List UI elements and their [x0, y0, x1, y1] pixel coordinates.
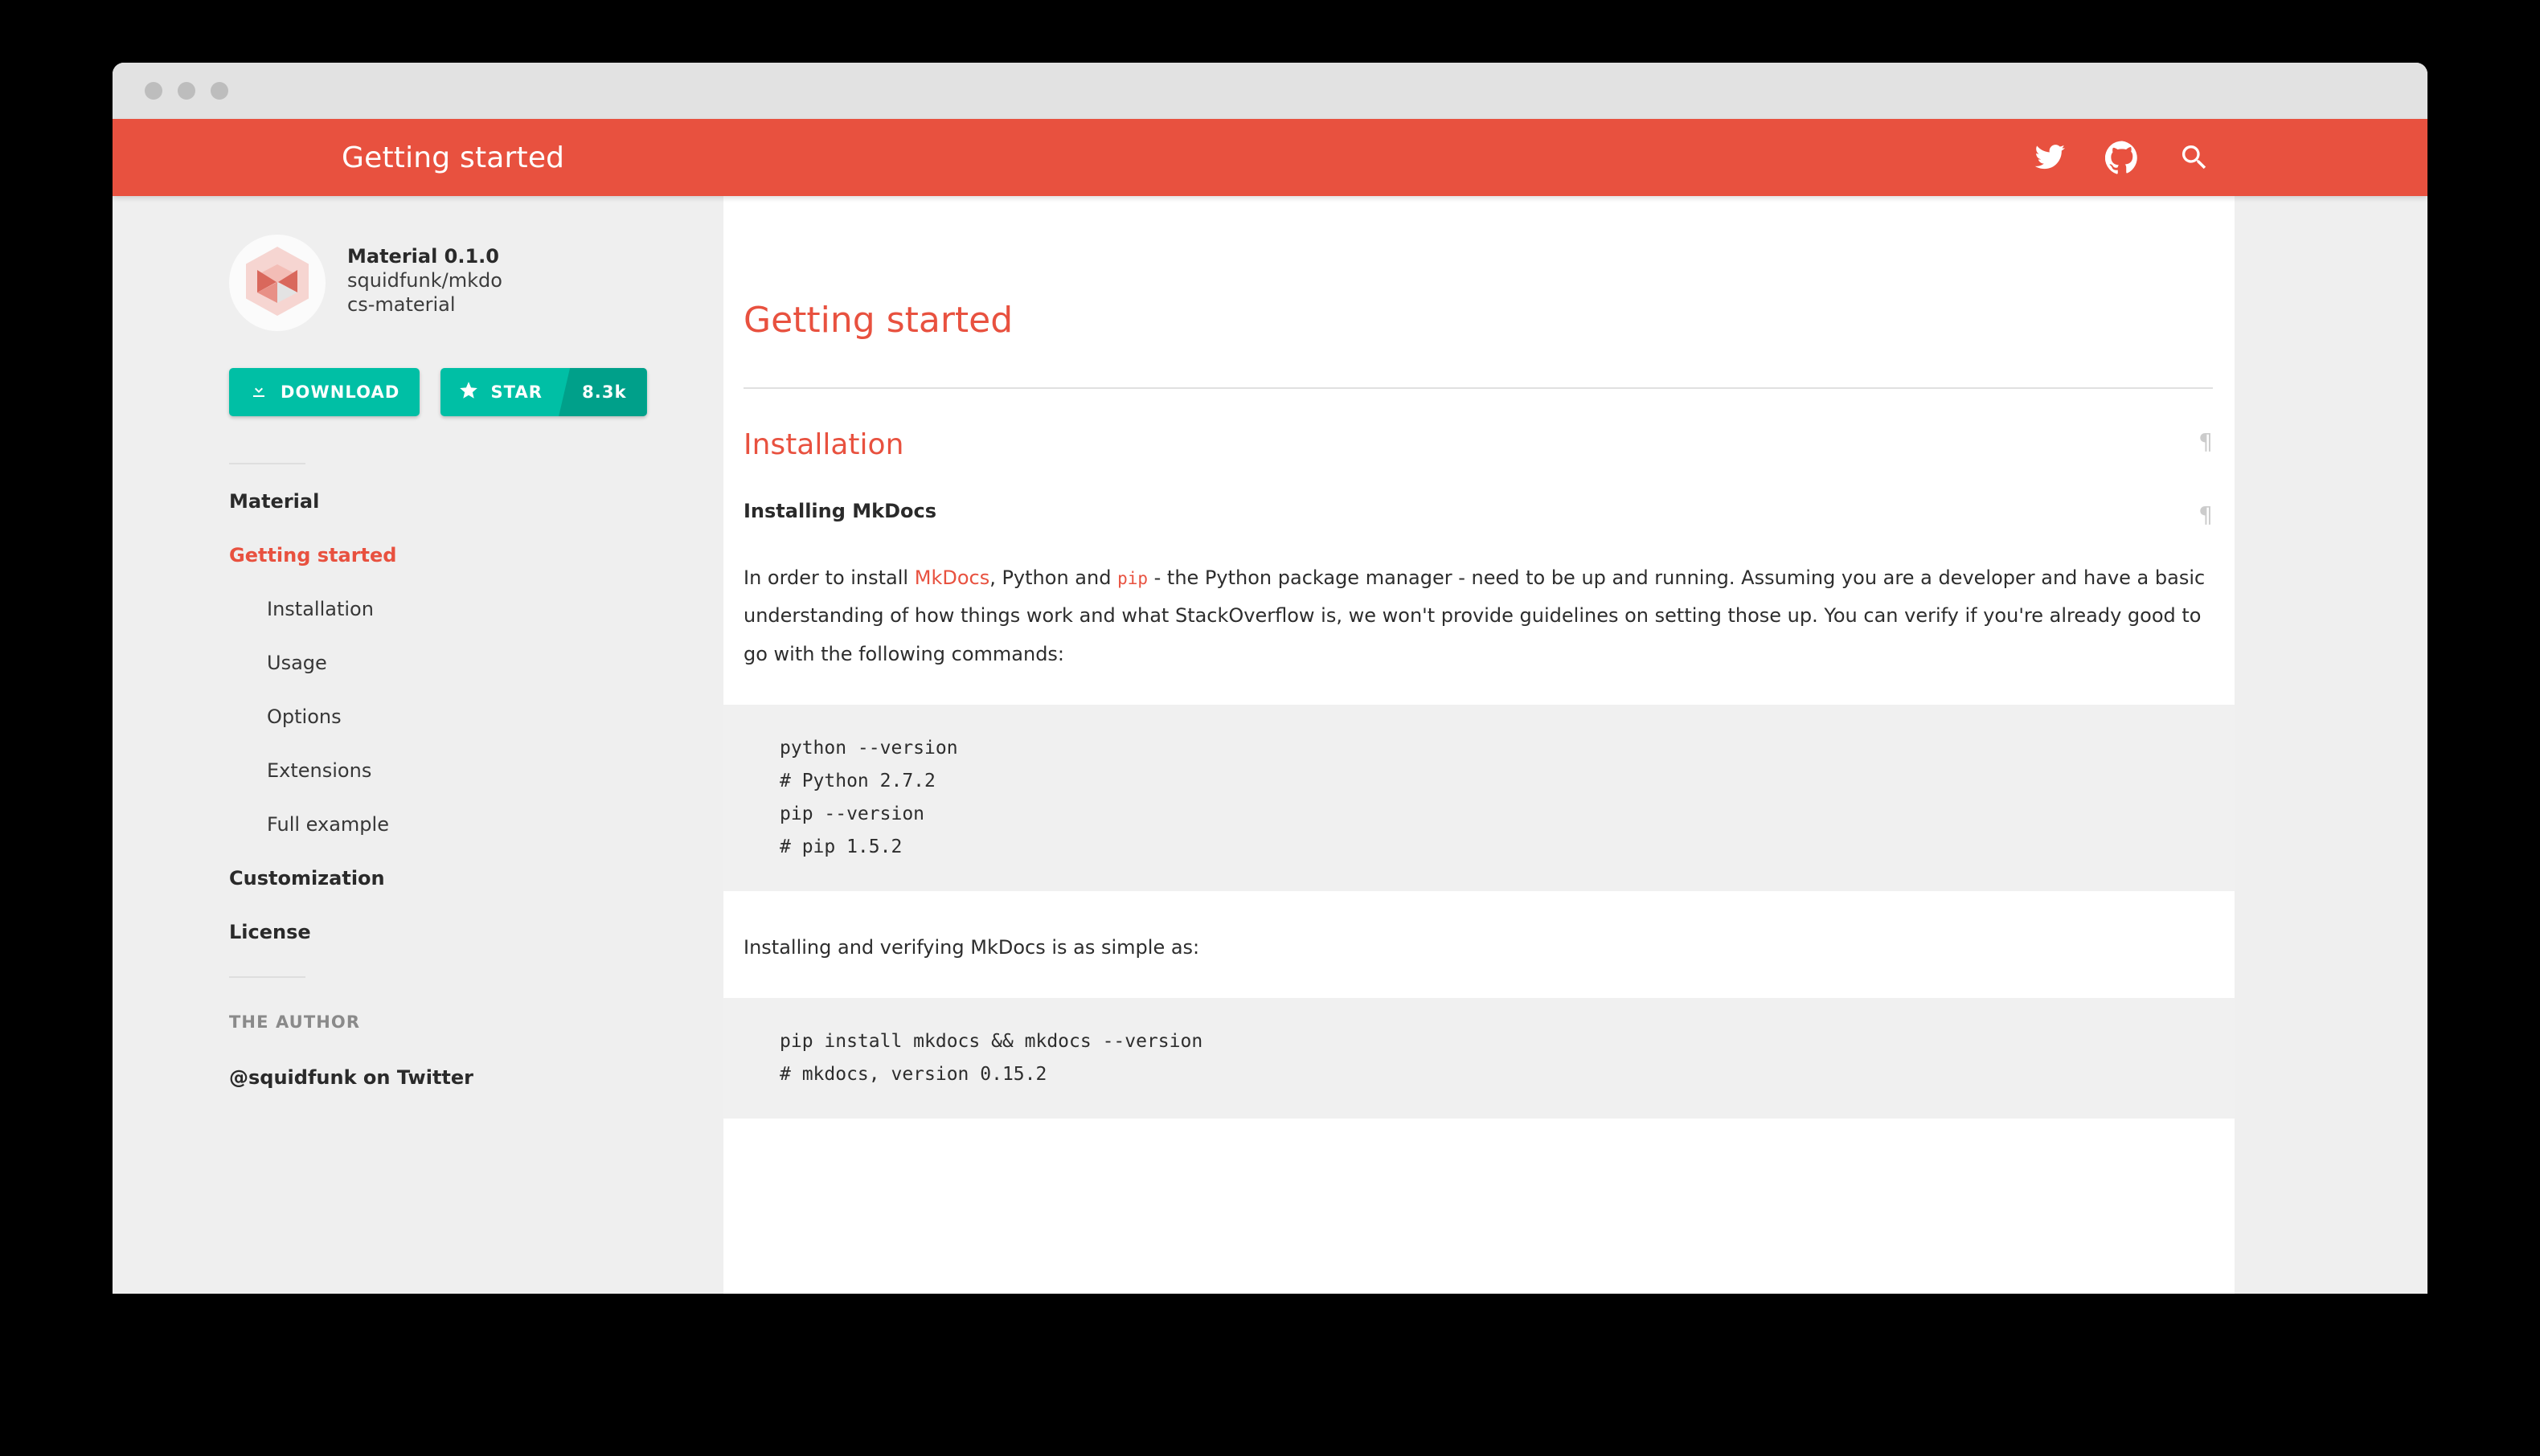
sidebar-item-license[interactable]: License: [229, 921, 311, 943]
sidebar-item-customization[interactable]: Customization: [229, 867, 385, 890]
paragraph-text-part1: In order to install: [744, 566, 915, 589]
sidebar-item-getting-started[interactable]: Getting started: [229, 544, 397, 566]
sidebar-divider-bottom: [229, 976, 305, 978]
sidebar-item-material[interactable]: Material: [229, 490, 320, 513]
content-page-heading: Getting started: [744, 300, 1014, 341]
download-icon: [249, 381, 268, 404]
installation-heading: Installation: [744, 428, 904, 461]
sidebar-item-full-example[interactable]: Full example: [267, 813, 389, 836]
author-section-label: THE AUTHOR: [229, 1012, 361, 1032]
code-block-version-check: python --version # Python 2.7.2 pip --ve…: [723, 704, 2235, 891]
search-icon[interactable]: [2177, 140, 2212, 175]
installing-mkdocs-heading: Installing MkDocs: [744, 500, 937, 522]
sidebar-item-installation[interactable]: Installation: [267, 598, 374, 620]
app-body: Material 0.1.0 squidfunk/mkdocs-material…: [113, 196, 2427, 1294]
sidebar-item-extensions[interactable]: Extensions: [267, 759, 372, 782]
pilcrow-anchor-icon[interactable]: ¶: [2198, 428, 2213, 455]
author-twitter-link[interactable]: @squidfunk on Twitter: [229, 1066, 474, 1089]
paragraph-text-part2: , Python and: [989, 566, 1118, 589]
sidebar-item-options[interactable]: Options: [267, 706, 342, 728]
app-header: Getting started: [113, 119, 2427, 196]
install-paragraph: Installing and verifying MkDocs is as si…: [744, 935, 1200, 959]
paragraph-text-part3: - the Python package manager - need to b…: [744, 566, 2206, 665]
installation-heading-row: Installation ¶: [723, 389, 2235, 460]
star-count-badge[interactable]: 8.3k: [559, 368, 647, 416]
twitter-icon[interactable]: [2032, 140, 2067, 175]
sidebar: Material 0.1.0 squidfunk/mkdocs-material…: [113, 196, 723, 1294]
project-name: Material 0.1.0: [347, 245, 499, 268]
window-maximize-button[interactable]: [211, 82, 228, 100]
content-wrap: Getting started Installation ¶ Installin…: [723, 196, 2427, 1294]
right-gutter: [2235, 196, 2427, 1294]
github-icon[interactable]: [2104, 140, 2140, 175]
installing-mkdocs-heading-row: Installing MkDocs ¶: [723, 460, 2235, 526]
window-close-button[interactable]: [145, 82, 162, 100]
pip-inline-code: pip: [1117, 569, 1148, 588]
pilcrow-anchor-icon[interactable]: ¶: [2198, 501, 2213, 528]
browser-window: Getting started: [113, 63, 2427, 1294]
project-repo: squidfunk/mkdocs-material: [347, 269, 502, 316]
star-icon: [458, 380, 479, 405]
main-content: Getting started Installation ¶ Installin…: [723, 196, 2235, 1294]
content-divider: [744, 387, 2213, 389]
sidebar-nav: Material Getting started Installation Us…: [113, 492, 723, 942]
header-icon-group: [2032, 140, 2212, 175]
window-minimize-button[interactable]: [178, 82, 195, 100]
material-hexagon-logo-icon: [229, 235, 326, 331]
star-button[interactable]: STAR 8.3k: [440, 368, 647, 416]
project-meta: Material 0.1.0 squidfunk/mkdocs-material: [347, 235, 508, 317]
browser-titlebar: [113, 63, 2427, 119]
mkdocs-link[interactable]: MkDocs: [914, 566, 990, 589]
intro-paragraph: In order to install MkDocs, Python and p…: [723, 526, 2235, 673]
project-block: Material 0.1.0 squidfunk/mkdocs-material: [113, 235, 723, 331]
sidebar-actions: DOWNLOAD STAR 8.3k: [113, 368, 723, 416]
sidebar-divider-top: [229, 463, 305, 464]
download-button-label: DOWNLOAD: [281, 382, 400, 402]
star-button-label: STAR: [490, 382, 543, 402]
page-title: Getting started: [342, 141, 565, 174]
sidebar-item-usage[interactable]: Usage: [267, 652, 327, 674]
download-button[interactable]: DOWNLOAD: [229, 368, 420, 416]
code-block-pip-install: pip install mkdocs && mkdocs --version #…: [723, 997, 2235, 1119]
